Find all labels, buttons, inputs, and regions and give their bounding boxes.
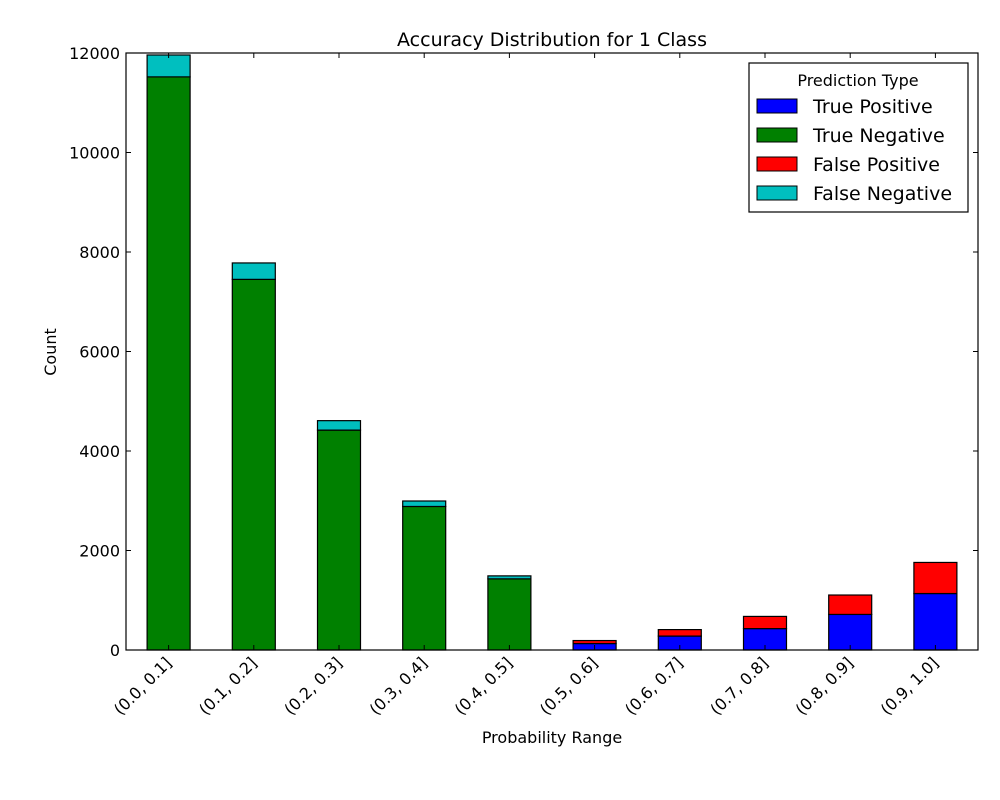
bar-segment-true-negative [487,578,532,651]
bar-segment-false-positive [913,561,958,595]
y-axis: 0 2000 4000 6000 8000 10000 12000 [69,44,978,660]
x-tick-label: (0.5, 0.6] [536,653,601,718]
x-tick-label: (0.6, 0.7] [621,653,686,718]
y-tick-label: 0 [110,641,120,660]
bar-segment-true-positive [828,613,873,651]
y-tick-label: 8000 [79,243,120,262]
x-tick-label: (0.3, 0.4] [366,653,431,718]
bar-segment-false-positive [742,615,788,630]
bar-segment-true-negative [316,429,362,651]
y-tick-label: 4000 [79,442,120,461]
bar-segment-true-negative [146,76,191,651]
bar-segment-false-positive [657,629,702,637]
x-tick-label: (0.0, 0.1] [110,653,175,718]
bar-segment-false-negative [231,262,276,280]
bar-segment-false-negative [487,575,532,580]
legend: Prediction Type True Positive True Negati… [748,62,969,213]
x-tick-label: (0.7, 0.8] [706,653,771,718]
bar-segment-true-negative [402,505,447,651]
legend-swatch-true-positive [756,98,798,114]
y-tick-label: 12000 [69,44,120,63]
legend-label: False Negative [813,183,952,205]
bar-segment-false-negative [146,54,191,78]
legend-label: False Positive [813,154,940,176]
bar-segment-false-positive [828,594,873,616]
bar-segment-true-negative [231,278,276,651]
chart-title: Accuracy Distribution for 1 Class [397,29,707,51]
legend-swatch-false-positive [756,156,798,172]
x-tick-label: (0.4, 0.5] [451,653,516,718]
y-axis-label: Count [41,328,60,376]
x-axis-label: Probability Range [482,728,622,747]
y-tick-label: 10000 [69,144,120,163]
legend-swatch-false-negative [756,185,798,201]
y-tick-label: 2000 [79,542,120,561]
x-tick-label: (0.1, 0.2] [195,653,260,718]
bar-segment-true-positive [913,592,958,651]
bar-segment-false-negative [316,420,362,431]
legend-label: True Positive [812,96,933,118]
legend-label: True Negative [812,125,945,147]
x-tick-label: (0.8, 0.9] [792,653,857,718]
legend-title: Prediction Type [797,71,918,90]
x-tick-label: (0.2, 0.3] [280,653,345,718]
bar-segment-false-negative [402,500,447,508]
y-tick-label: 6000 [79,343,120,362]
bars-group [146,54,958,651]
bar-segment-false-positive [572,639,617,645]
x-tick-label: (0.9, 1.0] [877,653,942,718]
legend-swatch-true-negative [756,127,798,143]
